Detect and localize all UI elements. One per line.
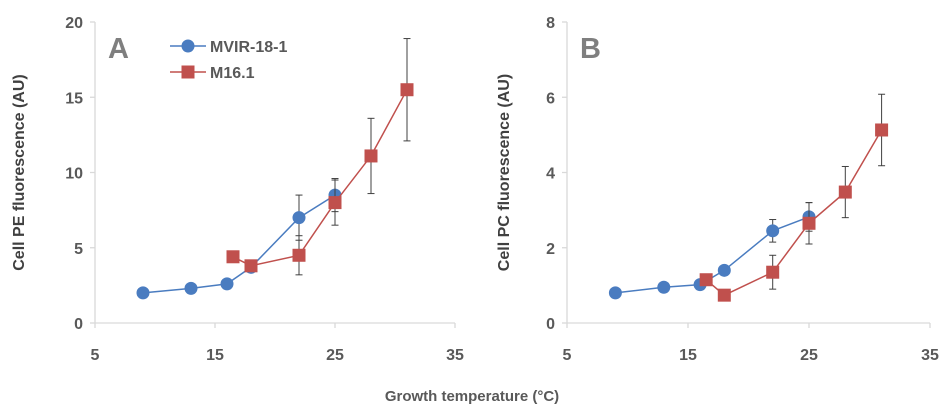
legend-mvir-18-1-marker [181,39,195,53]
panel-a-series-m16-1-line [232,89,408,267]
panel-b-y-tick-label: 2 [546,241,555,258]
panel-b-series-m16-1-point [766,265,780,279]
panel-a-series-mvir-18-1-point [220,277,234,291]
panel-b-series-m16-1-point [875,123,889,137]
panel-a-series-m16-1-point [328,196,342,210]
panel-a-y-tick-label: 0 [74,316,83,333]
panel-b-panel-letter: B [580,33,601,65]
panel-b-series-mvir-18-1-point [717,263,731,277]
panel-a-series-m16-1-point [364,149,378,163]
panel-b-series-m16-1-point [802,216,816,230]
panel-b-x-tick-label: 35 [921,347,939,364]
panel-a-series-mvir-18-1-point [292,211,306,225]
panel-b-series-mvir-18-1-point [608,286,622,300]
panel-a-x-tick-label: 35 [446,347,464,364]
panel-a-series-m16-1-point [292,248,306,262]
shared-x-axis-label: Growth temperature (°C) [385,388,559,405]
panel-a-x-tick-label: 5 [91,347,100,364]
panel-a-series-mvir-18-1-point [136,286,150,300]
panel-b-series-m16-1-line [705,129,883,297]
panel-a-x-tick-label: 15 [206,347,224,364]
panel-a-y-tick-label: 10 [65,166,83,183]
panel-b-series-m16-1-point [838,185,852,199]
panel-b-x-tick-label: 15 [679,347,697,364]
legend-mvir-18-1-label: MVIR-18-1 [210,39,287,56]
legend-m16-1-label: M16.1 [210,65,255,82]
panel-b-series-mvir-18-1-point [766,224,780,238]
panel-a-y-tick-label: 15 [65,90,83,107]
panel-a-y-tick-label: 5 [74,241,83,258]
panel-a-panel-letter: A [108,33,129,65]
panel-b-y-tick-label: 6 [546,90,555,107]
panel-a-x-tick-label: 25 [326,347,344,364]
panel-b-series-m16-1-point [717,288,731,302]
panel-b-y-tick-label: 4 [546,166,555,183]
panel-b-x-tick-label: 25 [800,347,818,364]
panel-b-y-axis-label: Cell PC fluorescence (AU) [496,74,513,271]
legend-m16-1-marker [181,65,195,79]
panel-a-series-m16-1-point [400,83,414,97]
panel-a-series-mvir-18-1-point [184,281,198,295]
panel-b-series-m16-1-point [699,273,713,287]
panel-a-series-m16-1-point [244,259,258,273]
panel-a-y-axis-label: Cell PE fluorescence (AU) [11,74,28,271]
panel-b-y-tick-label: 0 [546,316,555,333]
panel-a-series-mvir-18-1-line [142,194,336,294]
panel-b-x-tick-label: 5 [563,347,572,364]
panel-a-series-m16-1-point [226,250,240,264]
panel-a-y-tick-label: 20 [65,15,83,32]
panel-b-chart: 0 2 4 6 8 5 15 25 35 Cell PC fluorescence (AU) B [496,15,939,364]
panel-b-y-tick-label: 8 [546,15,555,32]
panel-b-series-mvir-18-1-point [657,280,671,294]
